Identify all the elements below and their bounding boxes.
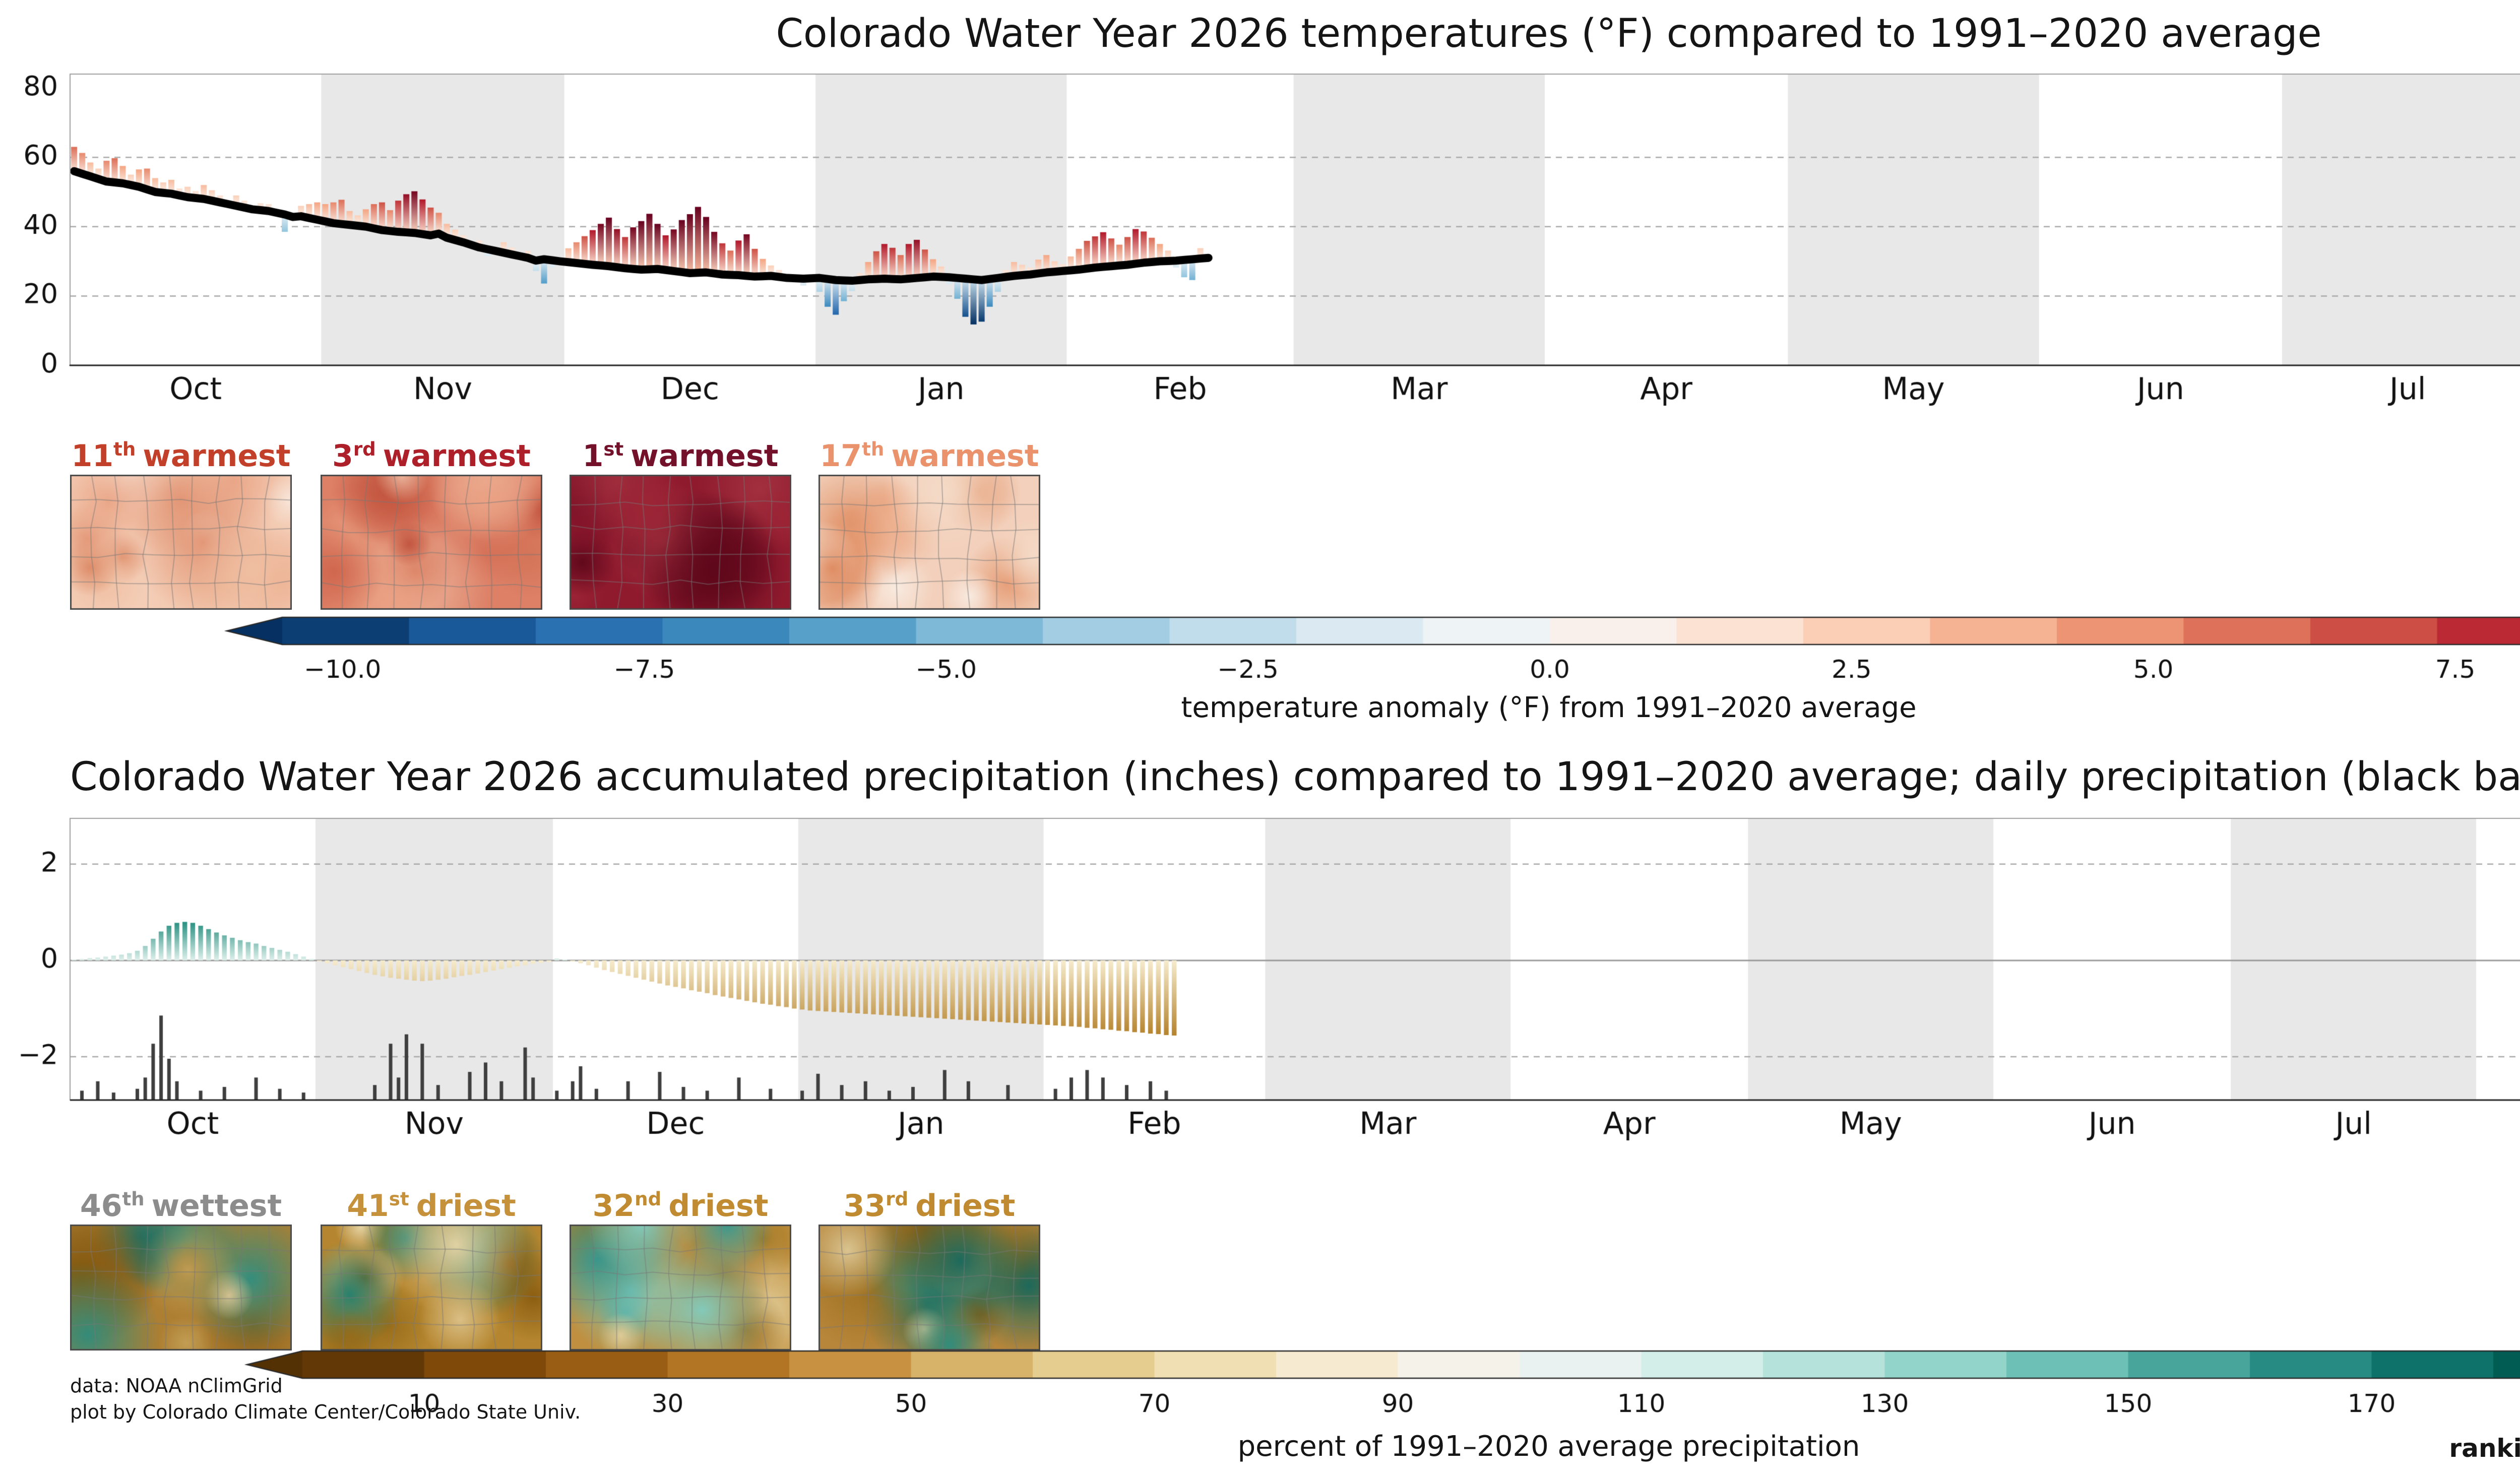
temperature-chart: [0, 55, 2520, 418]
map-cell-jan-precip: 33rd driest: [818, 1181, 1040, 1351]
plot-credit-line: plot by Colorado Climate Center/Colorado…: [70, 1401, 581, 1423]
colorado-precip-map-jan: [818, 1225, 1040, 1351]
temp-rank-label-dec: 1st warmest: [582, 438, 779, 474]
map-cell-nov-precip: 41st driest: [321, 1181, 542, 1351]
temp-rank-label-jan: 17th warmest: [820, 438, 1039, 474]
map-cell-dec-precip: 32nd driest: [570, 1181, 791, 1351]
precip-rank-label-nov: 41st driest: [347, 1188, 516, 1224]
colorado-temp-map-jan: [818, 475, 1040, 610]
colorado-precip-map-oct: [70, 1225, 292, 1351]
colorado-temp-map-oct: [70, 475, 292, 610]
temperature-chart-title: Colorado Water Year 2026 temperatures (°…: [776, 11, 2322, 56]
data-credit: data: NOAA nClimGrid plot by Colorado Cl…: [70, 1373, 581, 1425]
precipitation-colorbar-label: percent of 1991–2020 average precipitati…: [1237, 1430, 1860, 1463]
colorado-precip-map-dec: [570, 1225, 791, 1351]
map-cell-jan-temp: 17th warmest: [818, 431, 1040, 610]
precip-rank-label-jan: 33rd driest: [843, 1188, 1016, 1224]
colorado-temp-map-nov: [321, 475, 542, 610]
map-cell-nov-temp: 3rd warmest: [321, 431, 542, 610]
precipitation-chart: [0, 791, 2520, 1164]
colorado-temp-map-dec: [570, 475, 791, 610]
temp-rank-label-nov: 3rd warmest: [332, 438, 531, 474]
precip-rank-label-dec: 32nd driest: [592, 1188, 769, 1224]
colorado-precip-map-nov: [321, 1225, 542, 1351]
map-cell-oct-precip: 46th wettest: [70, 1181, 292, 1351]
data-source-line: data: NOAA nClimGrid: [70, 1375, 283, 1397]
temperature-colorbar-label: temperature anomaly (°F) from 1991–2020 …: [1181, 691, 1917, 724]
temperature-colorbar: [0, 602, 2520, 703]
precip-rank-label-oct: 46th wettest: [80, 1188, 282, 1224]
map-cell-dec-temp: 1st warmest: [570, 431, 791, 610]
precipitation-colorbar: [0, 1335, 2520, 1451]
rankings-note: rankings out of 132 years (1895–2026): [2449, 1434, 2520, 1463]
temp-rank-label-oct: 11th warmest: [71, 438, 291, 474]
map-cell-oct-temp: 11th warmest: [70, 431, 292, 610]
